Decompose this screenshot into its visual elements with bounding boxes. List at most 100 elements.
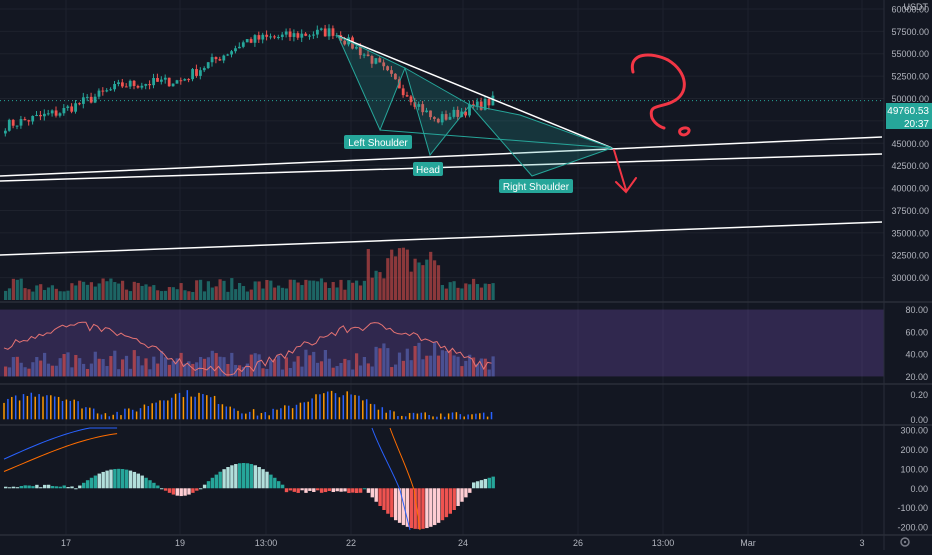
rsi-tick-label: 60.00 [905,327,928,337]
candle-body [101,90,105,92]
grid-lines [0,0,884,535]
candle-body [362,54,366,56]
candle-body [15,125,19,127]
descending-trendline[interactable] [337,35,613,149]
candle-body [288,31,292,37]
candle-body [117,82,120,85]
macd-histogram-bar [234,464,238,489]
rsi-volume-bar [43,352,47,377]
macd-histogram-bar [54,486,59,489]
macd-histogram-bar [483,478,488,489]
rsi-volume-bar [27,368,31,377]
volume-bar [448,282,452,300]
head-pattern[interactable] [404,66,471,157]
rsi-volume-bar [109,356,113,377]
macd-line-plunge [371,427,411,531]
price-axis[interactable]: USDT 60000.00 57500.00 55000.00 52500.00 500… [886,2,932,283]
volume-bar [241,286,246,300]
candle-body [300,33,304,38]
candle-body [265,34,269,37]
volume-bar [113,282,117,300]
macd-histogram-bar [105,470,109,489]
macd-histogram-bar [46,484,51,489]
macd-histogram-bar [97,473,101,489]
volume-bar [245,291,249,300]
macd-histogram-bar [401,488,406,526]
candle-body [179,80,183,82]
macd-histogram-bar [124,469,129,489]
candle-body [257,35,261,40]
macd-histogram-bar [85,480,90,489]
rsi-volume-bar [257,354,261,377]
macd-histogram-bar [304,488,308,493]
macd-histogram-bar [300,488,304,491]
volume-bar [483,283,487,300]
candle-body [355,47,358,49]
rsi-volume-bar [11,357,15,377]
macd-histogram-bar [195,488,199,491]
rsi-volume-bar [292,361,296,377]
right-shoulder-text: Right Shoulder [503,182,570,193]
candle-body [409,96,413,103]
volume-bar [144,284,148,300]
macd-histogram-bar [370,488,374,498]
volume-bar [253,281,257,300]
volume-bar [475,284,480,300]
candle-body [452,109,456,117]
left-shoulder-pattern[interactable] [336,34,406,132]
rsi-volume-bar [452,355,456,377]
volume-bar [378,272,382,300]
candle-body [210,57,214,63]
rsi-volume-bar [31,362,35,377]
candle-body [234,48,237,52]
volume-bar [261,288,265,300]
macd-histogram-bar [78,485,82,489]
macd-histogram-bar [214,474,218,489]
long-support-line[interactable] [0,221,883,256]
volume-bar [273,287,277,300]
time-tick-label: 13:00 [255,538,278,548]
volume-bar [269,280,273,300]
time-tick-label: Mar [740,538,756,548]
time-axis[interactable]: 17 19 13:00 22 24 26 13:00 Mar 3 [61,538,865,548]
macd-histogram-bar [269,474,273,489]
macd-histogram-bar [89,477,94,489]
price-tick-label: 55000.00 [891,49,929,59]
candle-body [66,106,70,109]
volume-bar [362,280,366,300]
candle-body [460,111,464,117]
rsi-volume-bar [491,356,495,377]
macd-tick-label: -200.00 [897,523,928,533]
neckline[interactable] [379,129,613,149]
candle-body [386,66,389,71]
rsi-volume-bar [62,354,66,377]
candle-body [152,77,155,86]
settings-icon[interactable] [900,537,910,547]
macd-histogram-bar [472,482,476,489]
macd-histogram-bar [144,477,148,489]
drawings[interactable] [0,34,883,256]
candle-body [269,36,272,38]
rsi-volume-bar [386,348,390,377]
rsi-volume-bar [89,363,93,377]
macd-histogram-bar [460,488,464,502]
macd-histogram-bar [101,471,105,489]
macd-layer [3,427,495,531]
volume-bar [66,290,70,300]
time-tick-label: 3 [859,538,864,548]
macd-histogram-bar [284,488,289,493]
candle-body [93,96,97,103]
macd-histogram-bar [382,488,386,511]
volume-bar [62,291,66,300]
candle-body [191,69,194,80]
support-line-upper[interactable] [0,136,883,177]
macd-histogram-bar [191,488,195,493]
candle-body [401,88,405,96]
rsi-volume-bar [121,359,125,377]
macd-histogram-bar [50,486,55,489]
macd-histogram-bar [245,463,250,489]
volume-bar [292,279,296,300]
macd-histogram-bar [358,488,363,493]
volume-bar [456,287,460,300]
